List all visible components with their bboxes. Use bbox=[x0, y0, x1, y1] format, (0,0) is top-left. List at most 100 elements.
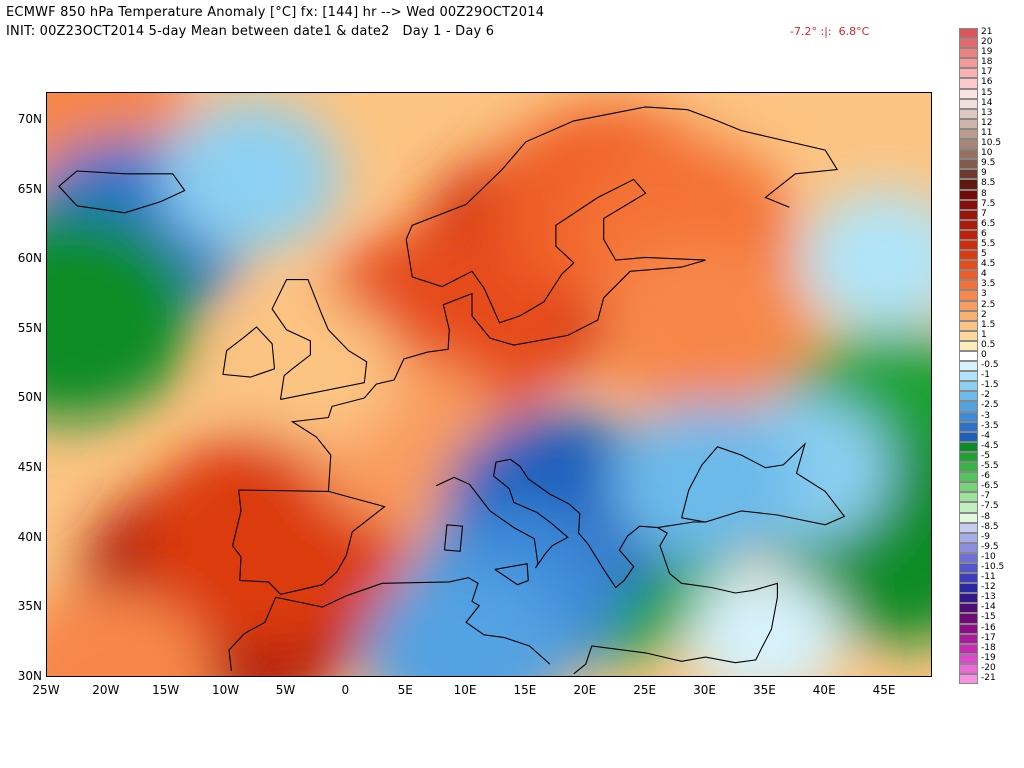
colorbar-swatch bbox=[959, 512, 978, 523]
colorbar-label: -3.5 bbox=[981, 420, 999, 431]
colorbar-swatch bbox=[959, 189, 978, 200]
colorbar-label: 0.5 bbox=[981, 339, 996, 350]
colorbar-label: 15 bbox=[981, 87, 993, 98]
colorbar-row: -7 bbox=[959, 491, 1015, 503]
colorbar-row: 18 bbox=[959, 57, 1015, 69]
coast-scandinavia bbox=[405, 106, 839, 324]
colorbar-label: 18 bbox=[981, 57, 993, 68]
colorbar-swatch bbox=[959, 381, 978, 392]
colorbar-label: 8 bbox=[981, 188, 987, 199]
colorbar-swatch bbox=[959, 320, 978, 331]
colorbar-swatch bbox=[959, 219, 978, 230]
colorbar-swatch bbox=[959, 88, 978, 99]
colorbar-label: 14 bbox=[981, 97, 993, 108]
colorbar-swatch bbox=[959, 361, 978, 372]
colorbar-row: -4.5 bbox=[959, 440, 1015, 452]
coast-italy bbox=[435, 458, 778, 675]
anomaly-blob bbox=[220, 296, 401, 447]
colorbar-label: -11 bbox=[981, 572, 996, 583]
colorbar-label: 19 bbox=[981, 47, 993, 58]
colorbar-row: 21 bbox=[959, 27, 1015, 39]
coast-british-isles bbox=[271, 279, 368, 400]
colorbar-label: 1.5 bbox=[981, 319, 996, 330]
colorbar-swatch bbox=[959, 583, 978, 594]
colorbar-label: -4.5 bbox=[981, 440, 999, 451]
colorbar-swatch bbox=[959, 38, 978, 49]
latitude-tick-label: 70N bbox=[17, 111, 42, 126]
colorbar-label: -6.5 bbox=[981, 481, 999, 492]
colorbar-swatch bbox=[959, 179, 978, 190]
colorbar-row: 1 bbox=[959, 330, 1015, 341]
colorbar-row: -13 bbox=[959, 592, 1015, 604]
colorbar-row: -1 bbox=[959, 370, 1015, 382]
colorbar-swatch bbox=[959, 552, 978, 563]
colorbar-label: -21 bbox=[981, 673, 996, 683]
colorbar-label: -1 bbox=[981, 370, 990, 381]
colorbar-row: -16 bbox=[959, 623, 1015, 634]
colorbar-row: 20 bbox=[959, 37, 1015, 49]
colorbar-label: -13 bbox=[981, 592, 996, 603]
longitude-tick-label: 5E bbox=[397, 683, 413, 697]
anomaly-blob bbox=[47, 210, 197, 421]
colorbar-label: 8.5 bbox=[981, 178, 996, 189]
colorbar-swatch bbox=[959, 290, 978, 301]
coast-ireland bbox=[222, 326, 276, 378]
colorbar-label: -10.5 bbox=[981, 561, 1005, 572]
colorbar-label: 6.5 bbox=[981, 218, 996, 229]
colorbar-swatch bbox=[959, 159, 978, 170]
colorbar-label: -9 bbox=[981, 531, 990, 542]
longitude-tick-label: 30E bbox=[693, 683, 716, 697]
colorbar-swatch bbox=[959, 239, 978, 251]
colorbar-label: 2.5 bbox=[981, 299, 996, 310]
colorbar-row: 15 bbox=[959, 87, 1015, 99]
colorbar-row: 5 bbox=[959, 249, 1015, 261]
colorbar-row: -8.5 bbox=[959, 521, 1015, 533]
colorbar-row: 7 bbox=[959, 209, 1015, 220]
colorbar-swatch bbox=[959, 330, 978, 341]
longitude-tick-label: 45E bbox=[872, 683, 896, 697]
colorbar-label: 20 bbox=[981, 37, 993, 48]
colorbar-swatch bbox=[959, 280, 978, 291]
colorbar-label: -8.5 bbox=[981, 521, 999, 532]
colorbar-label: -7 bbox=[981, 491, 990, 502]
colorbar-row: -0.5 bbox=[959, 360, 1015, 372]
colorbar-label: 0 bbox=[981, 350, 987, 360]
colorbar-row: -21 bbox=[959, 673, 1015, 685]
colorbar-row: 8 bbox=[959, 188, 1015, 200]
colorbar-swatch bbox=[959, 401, 978, 412]
colorbar-swatch bbox=[959, 28, 978, 39]
colorbar-row: 13 bbox=[959, 108, 1015, 119]
colorbar-swatch bbox=[959, 250, 978, 261]
colorbar-row: -9 bbox=[959, 531, 1015, 543]
colorbar-row: 12 bbox=[959, 118, 1015, 129]
colorbar-label: 11 bbox=[981, 127, 993, 138]
anomaly-blob bbox=[597, 239, 814, 420]
colorbar-row: -7.5 bbox=[959, 501, 1015, 513]
colorbar-label: 10.5 bbox=[981, 138, 1002, 149]
anomaly-blob bbox=[609, 403, 802, 563]
colorbar-row: -6.5 bbox=[959, 481, 1015, 493]
colorbar-row: -11 bbox=[959, 572, 1015, 584]
colorbar-row: 5.5 bbox=[959, 239, 1015, 251]
colorbar-row: -3.5 bbox=[959, 420, 1015, 432]
latitude-tick-label: 35N bbox=[17, 599, 42, 614]
anomaly-blob bbox=[160, 101, 341, 252]
anomaly-blob bbox=[47, 588, 215, 676]
colorbar-row: -20 bbox=[959, 663, 1015, 674]
colorbar-swatch bbox=[959, 562, 978, 574]
colorbar-row: 16 bbox=[959, 77, 1015, 89]
colorbar-swatch bbox=[959, 199, 978, 210]
colorbar-label: -4 bbox=[981, 430, 990, 441]
colorbar-swatch bbox=[959, 58, 978, 69]
colorbar-label: 3.5 bbox=[981, 279, 996, 290]
colorbar-swatch bbox=[959, 139, 978, 150]
colorbar-row: 0 bbox=[959, 350, 1015, 362]
colorbar-swatch bbox=[959, 502, 978, 513]
colorbar-row: 1.5 bbox=[959, 319, 1015, 331]
colorbar-swatch bbox=[959, 48, 978, 59]
colorbar-row: -3 bbox=[959, 411, 1015, 422]
map-frame bbox=[46, 92, 932, 677]
colorbar-swatch bbox=[959, 451, 978, 463]
colorbar-swatch bbox=[959, 522, 978, 533]
colorbar-swatch bbox=[959, 643, 978, 654]
